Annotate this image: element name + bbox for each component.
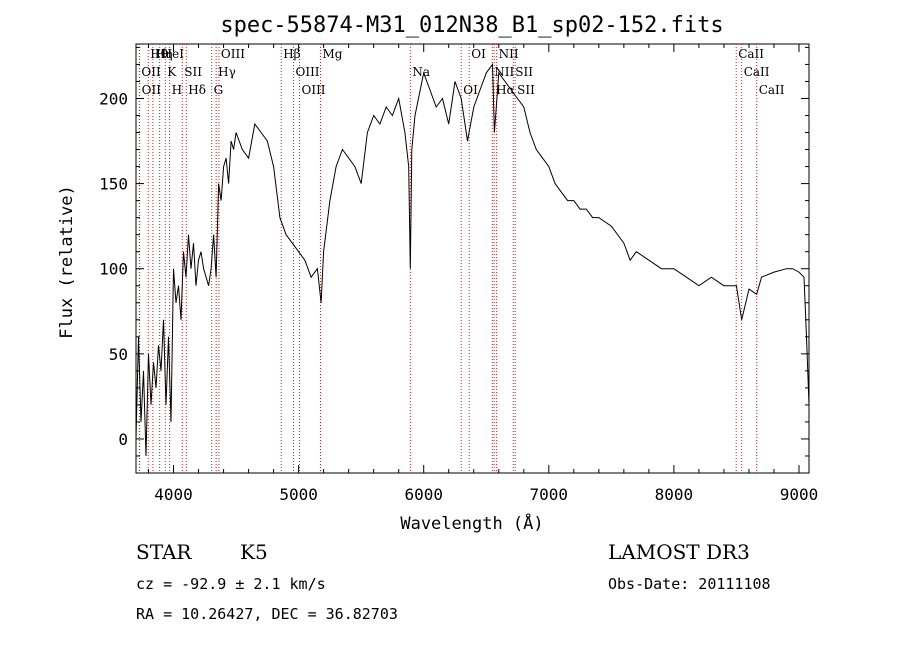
line-label-14: OIII — [301, 83, 325, 97]
x-tick-label-2: 6000 — [404, 485, 443, 504]
line-label-16: Na — [412, 65, 430, 79]
line-label-12: Hβ — [283, 47, 300, 61]
x-tick-label-1: 5000 — [279, 485, 318, 504]
line-label-6: HeI — [162, 47, 185, 61]
y-axis-label: Flux (relative) — [57, 185, 77, 339]
x-tick-label-5: 9000 — [780, 485, 819, 504]
line-label-17: OI — [463, 83, 478, 97]
line-label-23: SII — [517, 83, 535, 97]
survey-name: LAMOST DR3 — [608, 540, 750, 564]
axis-ticks: 4000 5000 6000 7000 8000 9000 0 50 100 150 200 — [99, 44, 818, 504]
line-label-13: OIII — [295, 65, 319, 79]
line-label-5: H — [172, 83, 182, 97]
line-label-11: G — [214, 83, 224, 97]
star-class: STAR — [136, 540, 192, 564]
y-tick-label-1: 50 — [109, 345, 128, 364]
line-label-18: OI — [471, 47, 486, 61]
star-subclass: K5 — [240, 540, 268, 564]
plot-frame — [135, 43, 810, 474]
chart-title: spec-55874-M31_012N38_B1_sp02-152.fits — [220, 13, 723, 38]
emission-line-markers — [138, 44, 758, 473]
line-label-15: Mg — [323, 47, 343, 61]
line-label-19: NII — [494, 65, 514, 79]
line-label-1: OII — [141, 65, 161, 79]
y-tick-label-0: 0 — [118, 430, 128, 449]
x-axis-label: Wavelength (Å) — [400, 512, 543, 534]
obs-date: Obs-Date: 20111108 — [608, 575, 771, 593]
line-label-26: CaII — [759, 83, 785, 97]
line-label-2: OII — [142, 83, 162, 97]
x-tick-label-0: 4000 — [154, 485, 193, 504]
y-tick-label-4: 200 — [99, 89, 128, 108]
line-label-4: K — [167, 65, 177, 79]
line-label-25: CaII — [744, 65, 770, 79]
line-label-7: SII — [184, 65, 202, 79]
line-label-22: SII — [515, 65, 533, 79]
line-label-20: Hα — [496, 83, 515, 97]
line-label-9: OIII — [221, 47, 245, 61]
line-label-21: NII — [499, 47, 519, 61]
y-tick-label-2: 100 — [99, 260, 128, 279]
line-label-10: Hγ — [218, 65, 236, 79]
line-label-3: Hη — [155, 47, 173, 61]
velocity-info: cz = -92.9 ± 2.1 km/s — [136, 575, 326, 593]
x-tick-label-3: 7000 — [530, 485, 569, 504]
x-tick-label-4: 8000 — [655, 485, 694, 504]
spectrum-series-line — [135, 62, 810, 457]
line-label-8: Hδ — [188, 83, 206, 97]
line-label-0: Hθ — [150, 47, 168, 61]
line-label-24: CaII — [738, 47, 764, 61]
emission-line-labels: Hθ OII OII Hη KH HeI SII Hδ OIII Hγ G Hβ OIII OIII Mg N… — [141, 47, 784, 97]
y-tick-label-3: 150 — [99, 175, 128, 194]
coordinates: RA = 10.26427, DEC = 36.82703 — [136, 605, 398, 623]
